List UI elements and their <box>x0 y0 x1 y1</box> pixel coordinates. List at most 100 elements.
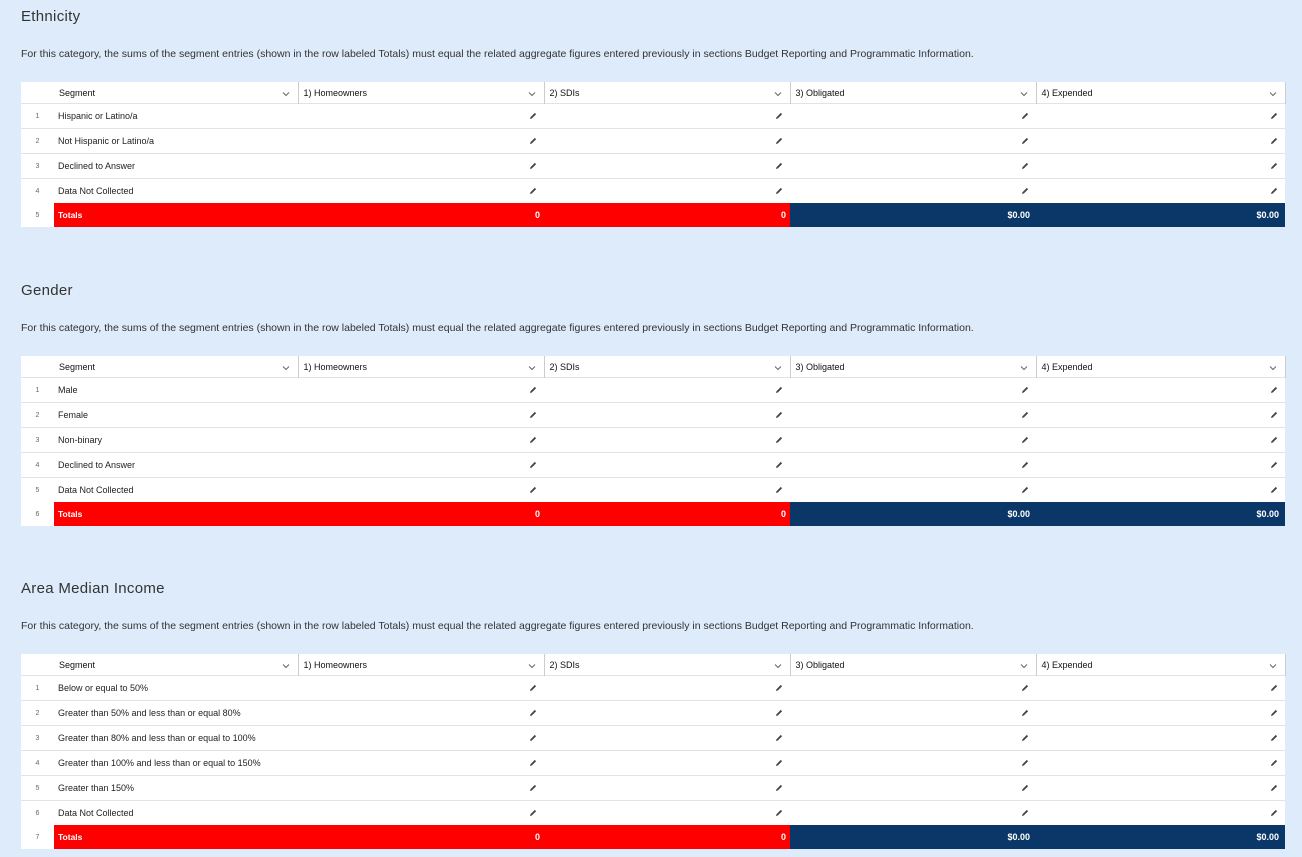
edit-icon[interactable] <box>529 809 537 819</box>
editable-cell[interactable] <box>298 427 544 453</box>
edit-icon[interactable] <box>1021 386 1029 396</box>
edit-icon[interactable] <box>775 187 783 197</box>
edit-icon[interactable] <box>1270 461 1278 471</box>
column-header[interactable]: 1) Homeowners <box>298 654 545 676</box>
editable-cell[interactable] <box>790 377 1036 403</box>
edit-icon[interactable] <box>529 112 537 122</box>
editable-cell[interactable] <box>1036 750 1285 776</box>
editable-cell[interactable] <box>1036 675 1285 701</box>
edit-icon[interactable] <box>1021 112 1029 122</box>
edit-icon[interactable] <box>775 112 783 122</box>
editable-cell[interactable] <box>544 128 790 154</box>
editable-cell[interactable] <box>298 128 544 154</box>
edit-icon[interactable] <box>1021 809 1029 819</box>
edit-icon[interactable] <box>1021 436 1029 446</box>
editable-cell[interactable] <box>1036 800 1285 825</box>
edit-icon[interactable] <box>1021 759 1029 769</box>
editable-cell[interactable] <box>298 377 544 403</box>
editable-cell[interactable] <box>1036 178 1285 203</box>
editable-cell[interactable] <box>790 402 1036 428</box>
edit-icon[interactable] <box>1270 162 1278 172</box>
editable-cell[interactable] <box>790 128 1036 154</box>
dropdown-chevron[interactable] <box>1020 89 1028 99</box>
edit-icon[interactable] <box>1270 436 1278 446</box>
edit-icon[interactable] <box>775 137 783 147</box>
edit-icon[interactable] <box>1270 187 1278 197</box>
edit-icon[interactable] <box>1021 709 1029 719</box>
column-header[interactable]: 2) SDIs <box>544 356 791 378</box>
column-header[interactable]: Segment <box>54 654 299 676</box>
edit-icon[interactable] <box>1021 461 1029 471</box>
editable-cell[interactable] <box>1036 402 1285 428</box>
column-header[interactable]: 1) Homeowners <box>298 82 545 104</box>
edit-icon[interactable] <box>775 809 783 819</box>
column-header[interactable]: 1) Homeowners <box>298 356 545 378</box>
editable-cell[interactable] <box>298 700 544 726</box>
dropdown-chevron[interactable] <box>528 661 536 671</box>
editable-cell[interactable] <box>544 700 790 726</box>
editable-cell[interactable] <box>790 427 1036 453</box>
editable-cell[interactable] <box>544 377 790 403</box>
editable-cell[interactable] <box>1036 700 1285 726</box>
edit-icon[interactable] <box>775 759 783 769</box>
edit-icon[interactable] <box>1021 784 1029 794</box>
edit-icon[interactable] <box>775 386 783 396</box>
edit-icon[interactable] <box>775 709 783 719</box>
edit-icon[interactable] <box>1270 486 1278 496</box>
edit-icon[interactable] <box>529 386 537 396</box>
edit-icon[interactable] <box>529 461 537 471</box>
editable-cell[interactable] <box>790 750 1036 776</box>
editable-cell[interactable] <box>298 178 544 203</box>
editable-cell[interactable] <box>298 103 544 129</box>
editable-cell[interactable] <box>1036 153 1285 179</box>
edit-icon[interactable] <box>529 759 537 769</box>
edit-icon[interactable] <box>529 187 537 197</box>
editable-cell[interactable] <box>544 800 790 825</box>
dropdown-chevron[interactable] <box>282 661 290 671</box>
column-header[interactable]: Segment <box>54 356 299 378</box>
editable-cell[interactable] <box>298 725 544 751</box>
edit-icon[interactable] <box>529 784 537 794</box>
editable-cell[interactable] <box>544 103 790 129</box>
edit-icon[interactable] <box>775 162 783 172</box>
editable-cell[interactable] <box>790 800 1036 825</box>
editable-cell[interactable] <box>790 675 1036 701</box>
edit-icon[interactable] <box>1270 386 1278 396</box>
editable-cell[interactable] <box>790 452 1036 478</box>
dropdown-chevron[interactable] <box>528 363 536 373</box>
edit-icon[interactable] <box>529 436 537 446</box>
editable-cell[interactable] <box>298 800 544 825</box>
edit-icon[interactable] <box>1270 809 1278 819</box>
edit-icon[interactable] <box>1021 734 1029 744</box>
edit-icon[interactable] <box>1021 137 1029 147</box>
edit-icon[interactable] <box>1021 411 1029 421</box>
edit-icon[interactable] <box>775 734 783 744</box>
editable-cell[interactable] <box>1036 128 1285 154</box>
dropdown-chevron[interactable] <box>282 363 290 373</box>
editable-cell[interactable] <box>544 452 790 478</box>
dropdown-chevron[interactable] <box>1020 363 1028 373</box>
edit-icon[interactable] <box>529 162 537 172</box>
dropdown-chevron[interactable] <box>528 89 536 99</box>
editable-cell[interactable] <box>790 725 1036 751</box>
editable-cell[interactable] <box>790 153 1036 179</box>
editable-cell[interactable] <box>298 452 544 478</box>
edit-icon[interactable] <box>775 461 783 471</box>
editable-cell[interactable] <box>790 178 1036 203</box>
editable-cell[interactable] <box>1036 725 1285 751</box>
dropdown-chevron[interactable] <box>774 363 782 373</box>
edit-icon[interactable] <box>1270 137 1278 147</box>
edit-icon[interactable] <box>1270 684 1278 694</box>
editable-cell[interactable] <box>298 775 544 801</box>
edit-icon[interactable] <box>775 486 783 496</box>
column-header[interactable]: 4) Expended <box>1036 356 1286 378</box>
editable-cell[interactable] <box>544 402 790 428</box>
edit-icon[interactable] <box>529 734 537 744</box>
editable-cell[interactable] <box>1036 103 1285 129</box>
edit-icon[interactable] <box>1270 784 1278 794</box>
edit-icon[interactable] <box>1021 486 1029 496</box>
edit-icon[interactable] <box>1270 734 1278 744</box>
column-header[interactable]: 2) SDIs <box>544 654 791 676</box>
edit-icon[interactable] <box>775 436 783 446</box>
editable-cell[interactable] <box>790 477 1036 502</box>
